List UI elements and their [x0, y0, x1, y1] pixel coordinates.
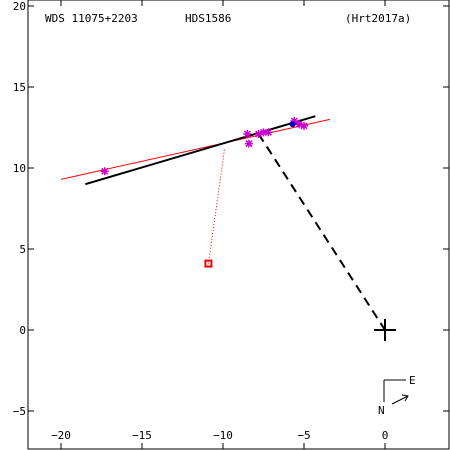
wds-label: WDS 11075+2203 [45, 12, 138, 25]
point-stroke-d2 [245, 140, 253, 148]
measurement-point [244, 139, 253, 148]
x-tick-label: −20 [51, 429, 71, 442]
compass-east-label: E [409, 374, 416, 387]
linear-fit-black [85, 115, 316, 186]
y-tick-label: 0 [19, 324, 26, 337]
measurement-point [264, 128, 273, 137]
y-axis-ticks: 20 15 10 5 0 −5 [13, 0, 449, 418]
point-stroke-d2 [101, 167, 109, 175]
x-tick-label: 0 [382, 429, 389, 442]
point-stroke-d2 [295, 120, 303, 128]
x-tick-label: −15 [132, 429, 152, 442]
measurement-point [100, 167, 109, 176]
first-observation-marker [204, 259, 213, 268]
plot-frame [27, 0, 450, 450]
point-stroke-d2 [264, 128, 272, 136]
y-tick-label: 15 [13, 81, 26, 94]
point-stroke-d2 [243, 130, 251, 138]
measurement-point [300, 121, 308, 130]
dotted-connector [207, 148, 226, 264]
discoverer-label: HDS1586 [185, 12, 231, 25]
x-tick-label: −10 [213, 429, 233, 442]
fit-lines [60, 115, 386, 331]
highlight-point [289, 121, 296, 128]
special-markers [204, 259, 396, 341]
measurement-point [243, 129, 252, 138]
linear-fit-red [60, 118, 331, 180]
measurement-points [100, 117, 308, 176]
compass: E N [378, 374, 416, 417]
dashed-connector [257, 133, 386, 331]
compass-north-label: N [378, 404, 385, 417]
point-stroke-d2 [300, 122, 308, 130]
x-tick-label: −5 [297, 429, 310, 442]
motion-arrow-head [401, 394, 409, 402]
x-axis-ticks: −20 −15 −10 −5 0 [51, 0, 388, 449]
y-tick-label: 10 [13, 162, 26, 175]
y-tick-label: 5 [19, 243, 26, 256]
reference-label: (Hrt2017a) [345, 12, 411, 25]
y-tick-label: 20 [13, 0, 26, 13]
y-tick-label: −5 [13, 405, 26, 418]
motion-arrow [391, 395, 409, 405]
